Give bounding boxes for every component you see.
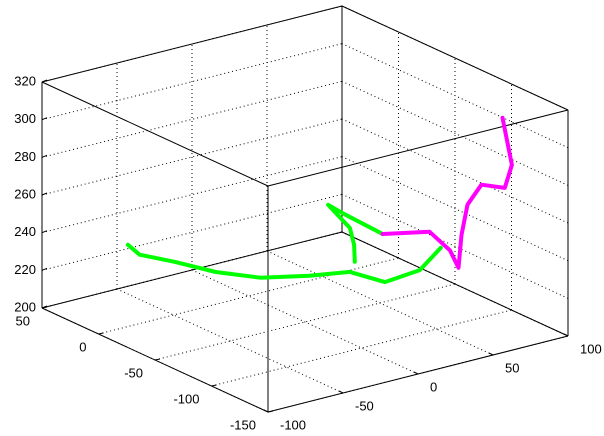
x-tick-label: -100 (280, 417, 306, 432)
tick-mark (338, 390, 344, 394)
box-edge (41, 5, 343, 83)
tick-mark (41, 154, 48, 158)
grid-line (211, 309, 512, 387)
z-tick-label: 260 (14, 186, 36, 201)
z-tick-label: 200 (14, 299, 36, 314)
tick-mark (563, 333, 569, 337)
tick-mark (488, 352, 494, 356)
tick-mark (41, 117, 48, 121)
tick-mark (154, 358, 161, 361)
data-line (125, 202, 443, 285)
grid-line (341, 43, 569, 149)
data-line (380, 115, 514, 270)
box-edge (41, 81, 269, 187)
x-tick-label: 100 (580, 341, 602, 356)
grid-line (191, 269, 419, 375)
tick-mark (211, 384, 217, 387)
z-tick-label: 280 (14, 149, 36, 164)
tick-mark (267, 410, 274, 413)
tick-mark (98, 332, 104, 335)
tick-mark (263, 409, 269, 413)
z-tick-label: 240 (14, 224, 36, 239)
z-tick-label: 300 (14, 111, 36, 126)
box-edge (341, 231, 569, 337)
tick-mark (41, 230, 48, 234)
grid-line (341, 156, 569, 262)
z-tick-label: 220 (14, 262, 36, 277)
grid-line (341, 193, 569, 299)
y-tick-label: -100 (173, 391, 199, 406)
x-tick-label: 0 (430, 379, 437, 394)
tick-mark (41, 306, 48, 309)
grid-line (341, 80, 569, 186)
box-edge (341, 5, 569, 111)
box-edge (41, 231, 343, 309)
tick-mark (413, 371, 419, 375)
y-tick-label: 50 (16, 313, 30, 328)
grid-line (98, 257, 399, 335)
grid-line (116, 288, 344, 394)
tick-mark (41, 192, 48, 196)
y-tick-label: -150 (230, 417, 256, 432)
x-tick-label: -50 (355, 398, 374, 413)
x-tick-label: 50 (505, 360, 519, 375)
y-tick-label: 0 (79, 339, 86, 354)
box-edge (267, 109, 569, 187)
tick-mark (41, 267, 48, 271)
y-tick-label: -50 (124, 365, 143, 380)
grid-line (341, 118, 569, 224)
z-tick-label: 320 (14, 73, 36, 88)
tick-mark (41, 79, 48, 83)
